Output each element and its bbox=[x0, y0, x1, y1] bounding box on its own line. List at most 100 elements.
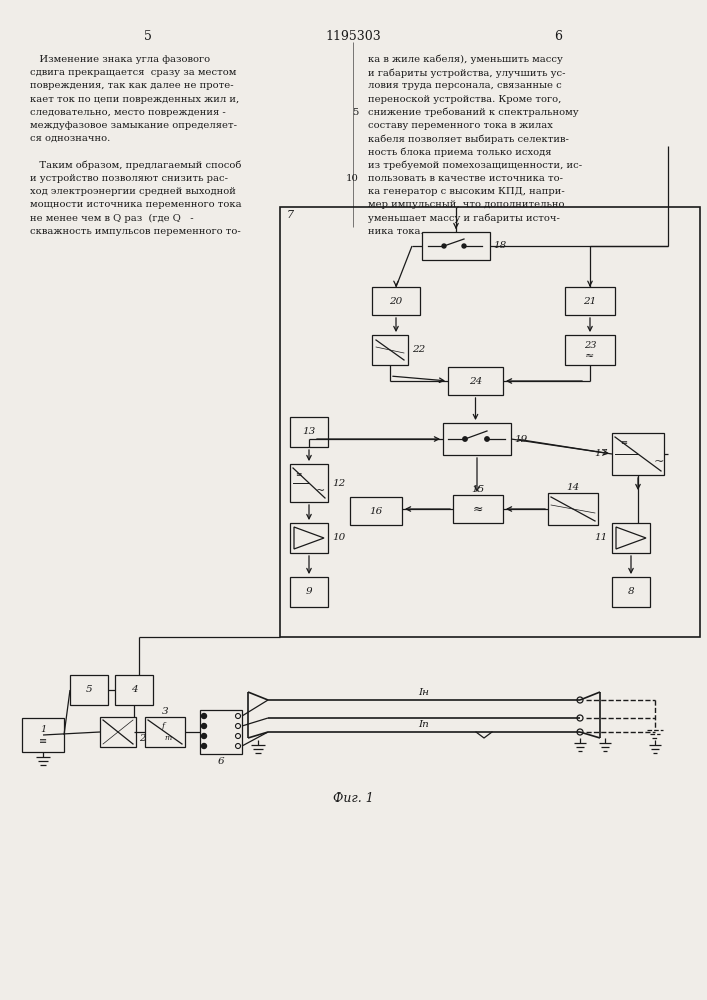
Text: 20: 20 bbox=[390, 296, 402, 306]
Bar bbox=[422, 232, 490, 260]
Bar bbox=[280, 207, 700, 637]
Text: мер импульсный, что дополнительно: мер импульсный, что дополнительно bbox=[368, 200, 564, 209]
Bar bbox=[443, 423, 511, 455]
Text: 5: 5 bbox=[144, 30, 152, 43]
Text: 1: 1 bbox=[40, 725, 46, 734]
Text: 2: 2 bbox=[139, 734, 145, 743]
Text: Iн: Iн bbox=[419, 688, 429, 697]
Bar bbox=[612, 577, 650, 607]
Bar bbox=[372, 287, 420, 315]
Circle shape bbox=[201, 714, 206, 718]
Text: переноской устройства. Кроме того,: переноской устройства. Кроме того, bbox=[368, 95, 561, 104]
Text: ~: ~ bbox=[654, 455, 665, 468]
Text: ность блока приема только исходя: ность блока приема только исходя bbox=[368, 147, 551, 157]
Text: 18: 18 bbox=[493, 241, 506, 250]
Text: и устройство позволяют снизить рас-: и устройство позволяют снизить рас- bbox=[30, 174, 228, 183]
Text: 10: 10 bbox=[346, 174, 358, 183]
Text: 23: 23 bbox=[584, 341, 596, 350]
Circle shape bbox=[462, 244, 466, 248]
Bar bbox=[548, 493, 598, 525]
Bar bbox=[565, 287, 615, 315]
Text: 24: 24 bbox=[469, 376, 482, 385]
Text: ника тока.: ника тока. bbox=[368, 227, 423, 236]
Text: составу переменного тока в жилах: составу переменного тока в жилах bbox=[368, 121, 553, 130]
Text: f: f bbox=[161, 722, 165, 730]
Text: уменьшает массу и габариты источ-: уменьшает массу и габариты источ- bbox=[368, 213, 560, 223]
Bar bbox=[22, 718, 64, 752]
Circle shape bbox=[201, 724, 206, 728]
Text: 15: 15 bbox=[472, 486, 484, 494]
Bar bbox=[200, 710, 242, 754]
Text: скважность импульсов переменного то-: скважность импульсов переменного то- bbox=[30, 227, 241, 236]
Text: Изменение знака угла фазового: Изменение знака угла фазового bbox=[30, 55, 210, 64]
Bar bbox=[100, 717, 136, 747]
Text: ка в жиле кабеля), уменьшить массу: ка в жиле кабеля), уменьшить массу bbox=[368, 55, 563, 64]
Bar bbox=[448, 367, 503, 395]
Text: 3: 3 bbox=[162, 708, 168, 716]
Circle shape bbox=[442, 244, 446, 248]
Text: 6: 6 bbox=[554, 30, 562, 43]
Text: 5: 5 bbox=[352, 108, 358, 117]
Text: междуфазовое замыкание определяет-: междуфазовое замыкание определяет- bbox=[30, 121, 237, 130]
Text: ~: ~ bbox=[316, 486, 325, 496]
Bar bbox=[612, 523, 650, 553]
Text: не менее чем в Q раз  (где Q   -: не менее чем в Q раз (где Q - bbox=[30, 213, 194, 223]
Text: ся однозначно.: ся однозначно. bbox=[30, 134, 110, 143]
Text: 1195303: 1195303 bbox=[325, 30, 381, 43]
Text: 8: 8 bbox=[628, 587, 634, 596]
Text: 21: 21 bbox=[583, 296, 597, 306]
Bar bbox=[290, 464, 328, 502]
Bar bbox=[290, 577, 328, 607]
Text: 19: 19 bbox=[514, 434, 527, 444]
Bar bbox=[372, 335, 408, 365]
Circle shape bbox=[463, 437, 467, 441]
Bar bbox=[453, 495, 503, 523]
Text: кает ток по цепи поврежденных жил и,: кает ток по цепи поврежденных жил и, bbox=[30, 95, 239, 104]
Bar bbox=[612, 433, 664, 475]
Text: 17: 17 bbox=[595, 450, 608, 458]
Text: ≡: ≡ bbox=[295, 470, 301, 479]
Text: пользовать в качестве источника то-: пользовать в качестве источника то- bbox=[368, 174, 563, 183]
Circle shape bbox=[485, 437, 489, 441]
Text: 5: 5 bbox=[86, 686, 93, 694]
Bar bbox=[290, 523, 328, 553]
Text: 16: 16 bbox=[369, 506, 382, 516]
Text: снижение требований к спектральному: снижение требований к спектральному bbox=[368, 108, 578, 117]
Text: 13: 13 bbox=[303, 428, 315, 436]
Text: ≡: ≡ bbox=[39, 737, 47, 746]
Text: 6: 6 bbox=[218, 756, 224, 766]
Text: Фиг. 1: Фиг. 1 bbox=[332, 792, 373, 805]
Text: m: m bbox=[164, 734, 172, 742]
Text: 4: 4 bbox=[131, 686, 137, 694]
Text: 11: 11 bbox=[595, 534, 608, 542]
Text: и габариты устройства, улучшить ус-: и габариты устройства, улучшить ус- bbox=[368, 68, 566, 78]
Text: 12: 12 bbox=[332, 479, 345, 488]
Text: сдвига прекращается  сразу за местом: сдвига прекращается сразу за местом bbox=[30, 68, 236, 77]
Text: 10: 10 bbox=[332, 534, 345, 542]
Text: повреждения, так как далее не проте-: повреждения, так как далее не проте- bbox=[30, 81, 233, 90]
Bar bbox=[290, 417, 328, 447]
Text: мощности источника переменного тока: мощности источника переменного тока bbox=[30, 200, 242, 209]
Circle shape bbox=[201, 744, 206, 748]
Bar bbox=[565, 335, 615, 365]
Bar bbox=[145, 717, 185, 747]
Text: 7: 7 bbox=[287, 210, 294, 220]
Text: ≈: ≈ bbox=[585, 351, 595, 361]
Text: ловия труда персонала, связанные с: ловия труда персонала, связанные с bbox=[368, 81, 562, 90]
Text: следовательно, место повреждения -: следовательно, место повреждения - bbox=[30, 108, 226, 117]
Text: Таким образом, предлагаемый способ: Таким образом, предлагаемый способ bbox=[30, 161, 241, 170]
Circle shape bbox=[201, 734, 206, 738]
Bar bbox=[115, 675, 153, 705]
Text: ход электроэнергии средней выходной: ход электроэнергии средней выходной bbox=[30, 187, 236, 196]
Text: ≈: ≈ bbox=[473, 502, 484, 516]
Text: кабеля позволяет выбирать селектив-: кабеля позволяет выбирать селектив- bbox=[368, 134, 569, 144]
Bar bbox=[70, 675, 108, 705]
Bar bbox=[350, 497, 402, 525]
Text: 9: 9 bbox=[305, 587, 312, 596]
Text: 14: 14 bbox=[566, 484, 580, 492]
Text: Iп: Iп bbox=[419, 720, 429, 729]
Text: ≡: ≡ bbox=[620, 439, 627, 447]
Text: 22: 22 bbox=[412, 346, 425, 355]
Text: ка генератор с высоким КПД, напри-: ка генератор с высоким КПД, напри- bbox=[368, 187, 565, 196]
Text: из требуемой помехозащищенности, ис-: из требуемой помехозащищенности, ис- bbox=[368, 161, 582, 170]
